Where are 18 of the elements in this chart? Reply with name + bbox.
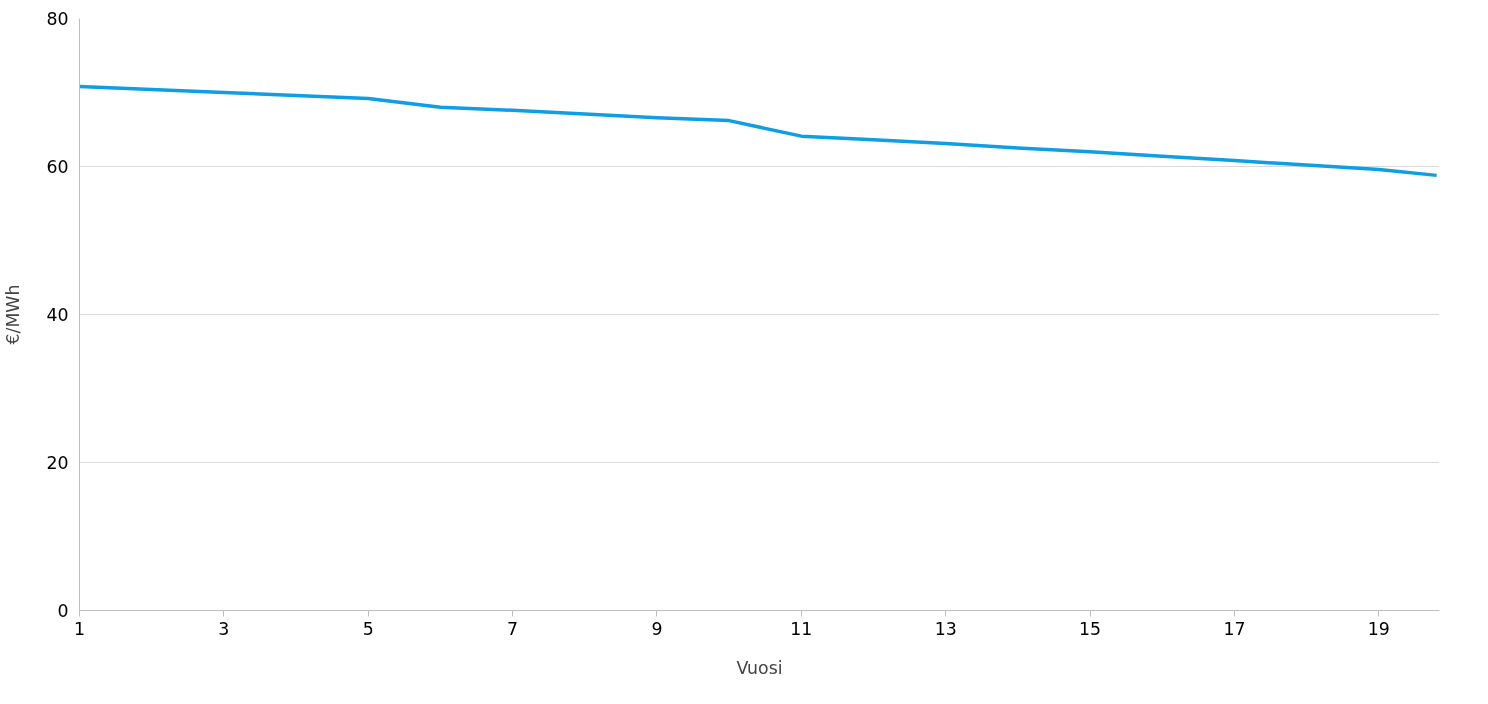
x-tick-label: 15	[1079, 618, 1102, 639]
y-axis-title: €/MWh	[3, 284, 24, 345]
x-axis-title: Vuosi	[736, 657, 783, 678]
x-tick-label: 13	[934, 618, 957, 639]
y-tick-label: 20	[46, 453, 69, 473]
line-series	[79, 84, 1439, 178]
x-tick-label: 19	[1367, 618, 1390, 639]
y-tick-label: 0	[57, 601, 69, 621]
x-tick-label: 17	[1223, 618, 1246, 639]
x-tick-label: 3	[218, 618, 230, 639]
x-tick-label: 1	[73, 618, 86, 639]
y-tick-label: 80	[46, 9, 69, 29]
x-tick-label: 5	[362, 618, 374, 639]
x-tick-label: 9	[651, 618, 663, 639]
x-tick-label: 7	[507, 618, 519, 639]
x-tick-label: 11	[790, 618, 813, 639]
y-tick-label: 60	[46, 157, 69, 177]
y-tick-label: 40	[46, 305, 69, 325]
